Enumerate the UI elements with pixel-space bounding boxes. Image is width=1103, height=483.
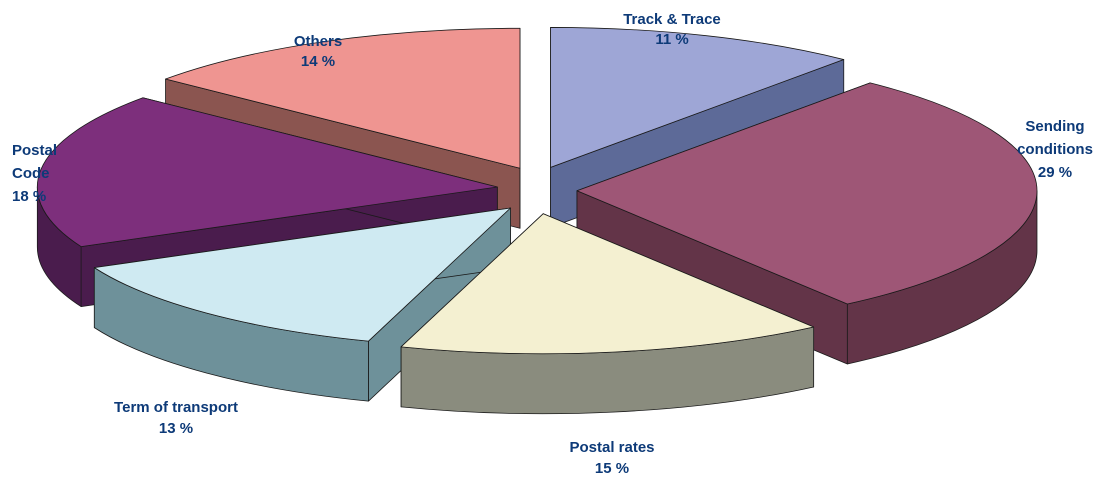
pie-slices — [36, 27, 1038, 415]
slice-value-label: 13 % — [159, 420, 193, 437]
slice-value-label: 14 % — [301, 53, 335, 70]
slice-category-label: Track & Trace — [623, 11, 721, 28]
slice-label-postal-rates: Postal rates 15 % — [569, 439, 654, 477]
slice-top-face — [550, 27, 845, 168]
slice-label-term-of-transport: Term of transport 13 % — [114, 399, 238, 437]
slice-top-face — [36, 97, 498, 247]
slice-label-track-trace: Track & Trace 11 % — [623, 11, 721, 48]
slice-category-label: Sending — [1025, 118, 1084, 135]
slice-value-label: 11 % — [655, 31, 688, 48]
slice-top-face — [576, 82, 1038, 305]
pie-slice-postal-rates — [400, 213, 815, 415]
slice-label-postal-code: Postal Code 18 % — [12, 142, 57, 205]
slice-category-label: Term of transport — [114, 399, 238, 416]
slice-label-others: Others 14 % — [294, 33, 342, 70]
slice-category-label: Others — [294, 33, 342, 50]
slice-value-label: 18 % — [12, 188, 46, 205]
slice-value-label: 29 % — [1038, 164, 1072, 181]
slice-category-label: conditions — [1017, 141, 1093, 158]
slice-label-sending-conditions: Sending conditions 29 % — [1017, 118, 1093, 181]
pie-labels: Track & Trace 11 % Sending conditions 29 % Po… — [12, 11, 1093, 477]
slice-top-face — [165, 27, 521, 169]
slice-category-label: Postal rates — [569, 439, 654, 456]
slice-top-face — [400, 213, 815, 355]
slice-top-face — [93, 207, 511, 342]
slice-category-label: Code — [12, 165, 50, 182]
slice-value-label: 15 % — [595, 460, 629, 477]
slice-category-label: Postal — [12, 142, 57, 159]
